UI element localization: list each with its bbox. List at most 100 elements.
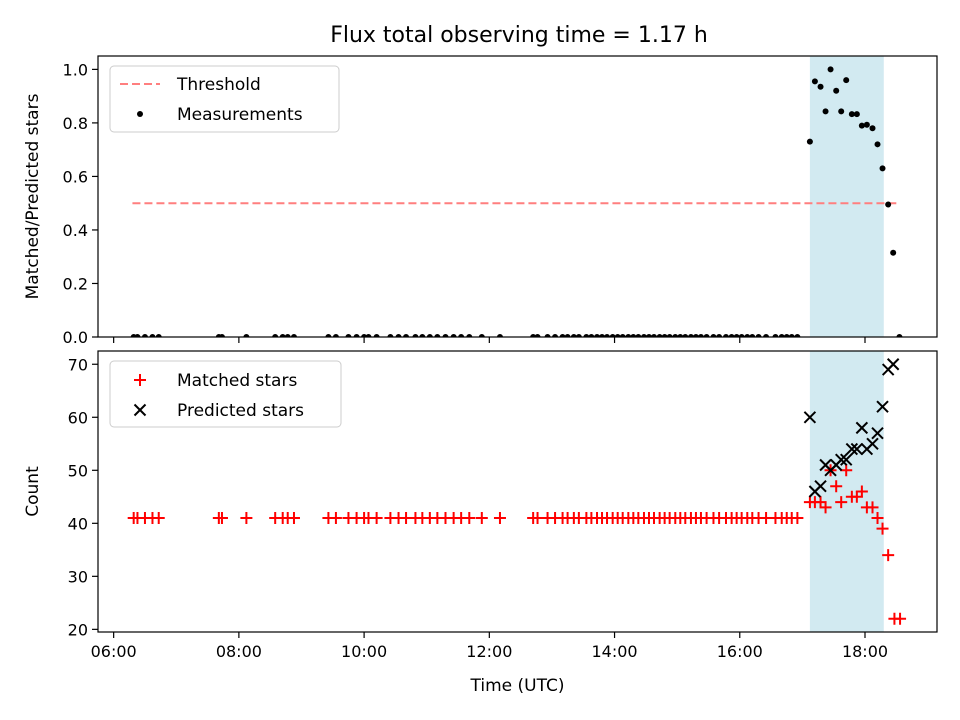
legend-predicted-swatch (133, 403, 147, 417)
measurement-point (763, 334, 770, 337)
matched-star-point (866, 501, 879, 514)
measurement-point (788, 334, 795, 337)
measurement-point (290, 334, 297, 337)
measurement-point (858, 122, 865, 129)
predicted-star-point (850, 442, 864, 456)
ratio-y-axis-label: Matched/Predicted stars (23, 93, 43, 299)
measurement-point (666, 334, 673, 337)
predicted-star-point (866, 437, 879, 450)
ratio-panel-frame (97, 55, 938, 338)
measurement-point (772, 334, 779, 337)
count-x-axis: 06:00 08:00 10:00 12:00 14:00 16:00 18:00 (91, 632, 888, 661)
measurement-point (677, 334, 684, 337)
count-panel: 20 30 40 50 60 70 06:00 08:00 10:00 12:00 14:00 16… (23, 350, 938, 696)
matched-star-point (215, 512, 228, 525)
matched-star-point (370, 512, 383, 525)
measurement-point (458, 334, 465, 337)
measurement-point (594, 334, 601, 337)
matched-star-point (819, 501, 832, 514)
x-tick-label: 18:00 (842, 642, 888, 661)
measurement-point (744, 334, 751, 337)
measurement-point (794, 334, 801, 337)
matched-star-point (475, 512, 488, 525)
y-tick-label: 50 (68, 461, 88, 480)
measurement-point (874, 141, 881, 148)
measurement-point (817, 83, 824, 90)
y-tick-label: 1.0 (63, 60, 88, 79)
count-y-axis-label: Count (23, 466, 43, 517)
predicted-star-point (840, 453, 853, 466)
measurement-point (141, 334, 148, 337)
measurement-point (838, 108, 845, 115)
x-tick-label: 14:00 (591, 642, 637, 661)
measurement-point (716, 334, 723, 337)
matched-star-point (152, 512, 165, 525)
measurement-point (749, 334, 756, 337)
x-tick-label: 16:00 (717, 642, 763, 661)
measurement-point (134, 334, 141, 337)
legend-measurements-swatch (137, 111, 143, 117)
measurement-point (604, 334, 611, 337)
measurement-point (672, 334, 679, 337)
measurement-point (738, 334, 745, 337)
matched-star-point (493, 512, 506, 525)
predicted-stars-series (803, 358, 900, 498)
measurement-point (534, 334, 541, 337)
measurement-point (279, 334, 286, 337)
y-tick-label: 30 (68, 567, 88, 586)
legend-threshold-label: Threshold (176, 75, 261, 95)
legend-predicted-label: Predicted stars (177, 401, 304, 421)
matched-star-point (830, 480, 843, 493)
y-tick-label: 0.0 (63, 328, 88, 347)
measurement-point (811, 78, 818, 85)
legend-box (109, 360, 342, 428)
measurement-point (645, 334, 652, 337)
measurement-point (630, 334, 637, 337)
measurement-point (863, 121, 870, 128)
measurement-point (218, 334, 225, 337)
measurement-point (588, 334, 595, 337)
y-tick-label: 0.6 (63, 167, 88, 186)
measurement-point (692, 334, 699, 337)
predicted-star-point (834, 453, 848, 466)
measurement-point (609, 334, 616, 337)
matched-star-point (840, 464, 853, 477)
measurement-point (412, 334, 419, 337)
observing-window-rect (809, 351, 884, 632)
y-tick-label: 20 (68, 620, 88, 639)
matched-star-point (463, 512, 476, 525)
measurement-point (570, 334, 577, 337)
matched-star-point (531, 512, 544, 525)
measurement-point (710, 334, 717, 337)
ratio-panel: 0.0 0.2 0.4 0.6 0.8 1.0 Matched/Predicted sta… (23, 55, 938, 347)
matched-star-point (882, 549, 895, 562)
measurement-point (395, 334, 402, 337)
matched-star-point (855, 485, 868, 498)
measurement-point (564, 334, 571, 337)
predicted-star-point (876, 400, 889, 413)
measurement-point (619, 334, 626, 337)
measurement-point (373, 334, 380, 337)
y-tick-label: 40 (68, 514, 88, 533)
measurement-point (243, 334, 250, 337)
measurement-point (885, 201, 892, 208)
measurement-point (544, 334, 551, 337)
measurement-point (890, 249, 897, 256)
measurement-point (833, 87, 840, 94)
legend-measurements-label: Measurements (177, 105, 303, 125)
matched-star-point (791, 512, 804, 525)
measurement-point (755, 334, 762, 337)
time-axis-label: Time (UTC) (470, 676, 565, 696)
count-legend: Matched stars Predicted stars (109, 360, 342, 428)
measurement-point (687, 334, 694, 337)
predicted-star-point (803, 411, 817, 424)
y-tick-label: 60 (68, 408, 88, 427)
measurement-point (843, 77, 850, 84)
x-tick-label: 12:00 (466, 642, 512, 661)
ratio-y-axis: 0.0 0.2 0.4 0.6 0.8 1.0 (63, 60, 98, 347)
observing-window-rect (809, 56, 884, 337)
measurement-point (403, 334, 410, 337)
measurement-point (733, 334, 740, 337)
measurement-point (466, 334, 473, 337)
